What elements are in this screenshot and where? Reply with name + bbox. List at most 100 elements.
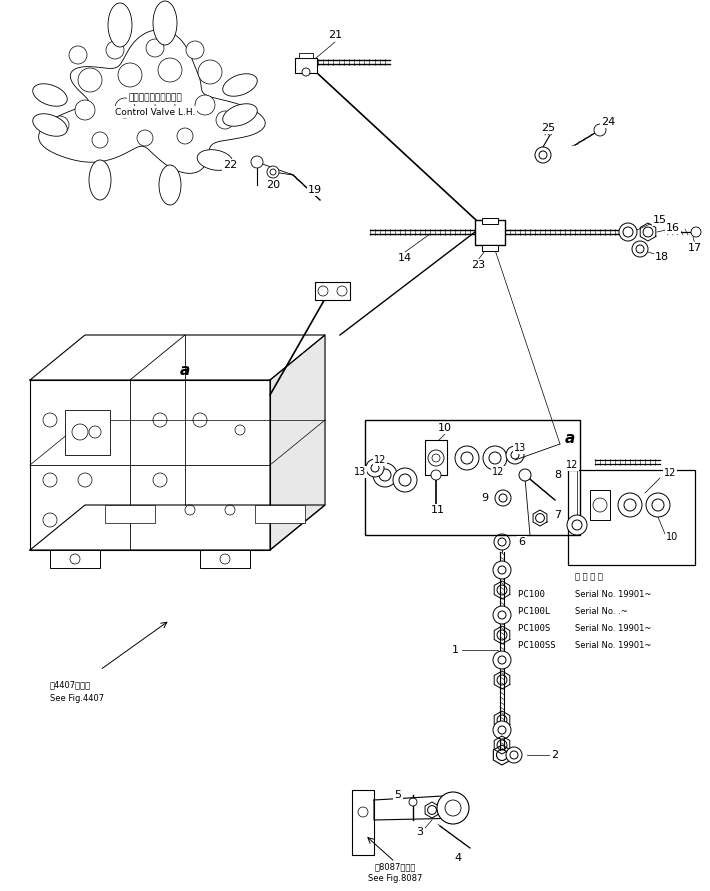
Ellipse shape [223, 74, 257, 96]
Bar [475, 220, 505, 245]
Text: 6: 6 [518, 537, 525, 547]
Circle shape [632, 241, 648, 257]
Text: 17: 17 [688, 243, 702, 253]
Circle shape [495, 490, 511, 506]
Text: 12: 12 [664, 468, 676, 478]
Bar [65, 410, 110, 455]
Ellipse shape [197, 150, 233, 170]
Text: Serial No. .~: Serial No. .~ [575, 607, 628, 616]
Text: 25: 25 [541, 123, 555, 133]
Circle shape [619, 223, 637, 241]
Text: 15: 15 [653, 215, 667, 225]
Circle shape [69, 46, 87, 64]
Bar [105, 505, 155, 523]
Circle shape [115, 98, 135, 118]
Circle shape [302, 68, 310, 76]
Circle shape [195, 95, 215, 115]
Circle shape [216, 111, 234, 129]
Text: 12: 12 [373, 455, 386, 465]
Bar [482, 245, 498, 251]
Text: 10: 10 [438, 423, 452, 433]
Circle shape [493, 561, 511, 579]
Circle shape [373, 463, 397, 487]
Text: Serial No. 19901~: Serial No. 19901~ [575, 590, 651, 599]
Text: 第4407図参照: 第4407図参照 [50, 681, 91, 690]
Ellipse shape [108, 3, 132, 47]
Circle shape [106, 41, 124, 59]
Circle shape [267, 166, 279, 178]
Circle shape [428, 450, 444, 466]
Circle shape [251, 156, 263, 168]
Bar [365, 420, 580, 535]
Text: コントロールバルブ左: コントロールバルブ左 [128, 94, 182, 102]
Text: 12: 12 [492, 467, 504, 477]
Circle shape [366, 459, 384, 477]
Text: PC100S: PC100S [518, 624, 561, 633]
Circle shape [393, 468, 417, 492]
Polygon shape [38, 29, 266, 174]
Circle shape [177, 128, 193, 144]
Circle shape [51, 116, 69, 134]
Text: 7: 7 [555, 510, 562, 520]
Circle shape [493, 651, 511, 669]
Circle shape [493, 721, 511, 739]
Circle shape [594, 124, 606, 136]
Circle shape [158, 58, 182, 82]
Circle shape [75, 100, 95, 120]
Text: 8: 8 [555, 470, 562, 480]
Circle shape [494, 534, 510, 550]
Circle shape [431, 470, 441, 480]
Text: PC100: PC100 [518, 590, 561, 599]
Bar [299, 53, 313, 58]
Ellipse shape [33, 114, 67, 136]
Circle shape [483, 446, 507, 470]
Circle shape [186, 41, 204, 59]
Text: 第8087図参照: 第8087図参照 [374, 862, 415, 871]
Circle shape [137, 130, 153, 146]
Bar [255, 505, 305, 523]
Circle shape [535, 147, 551, 163]
Text: 23: 23 [471, 260, 485, 270]
Text: 13: 13 [354, 467, 366, 477]
Text: Control Valve L.H.: Control Valve L.H. [115, 108, 195, 117]
Text: 18: 18 [655, 252, 669, 262]
Text: 16: 16 [666, 223, 680, 233]
Text: 10: 10 [666, 532, 678, 542]
Text: 9: 9 [481, 493, 488, 503]
Text: 5: 5 [395, 790, 401, 800]
Ellipse shape [89, 160, 111, 200]
Text: 11: 11 [431, 505, 445, 515]
Circle shape [445, 800, 461, 816]
Bar [295, 58, 317, 73]
Circle shape [92, 132, 108, 148]
Text: 4: 4 [454, 853, 462, 863]
Text: Serial No. 19901~: Serial No. 19901~ [575, 624, 651, 633]
Polygon shape [30, 505, 325, 550]
Text: 19: 19 [308, 185, 322, 195]
Polygon shape [374, 795, 465, 820]
Text: 12: 12 [566, 460, 578, 470]
Circle shape [519, 469, 531, 481]
Polygon shape [30, 380, 270, 550]
Text: 適 用 号 番: 適 用 号 番 [575, 572, 603, 581]
Text: PC100SS: PC100SS [518, 641, 561, 650]
Text: 21: 21 [328, 30, 342, 40]
Text: 14: 14 [398, 253, 412, 263]
Text: Serial No. 19901~: Serial No. 19901~ [575, 641, 651, 650]
Text: 1: 1 [452, 645, 459, 655]
Text: 2: 2 [552, 750, 559, 760]
Circle shape [646, 493, 670, 517]
Circle shape [691, 227, 701, 237]
Text: 22: 22 [223, 160, 237, 170]
Circle shape [506, 747, 522, 763]
Circle shape [567, 515, 587, 535]
Circle shape [146, 39, 164, 57]
Circle shape [455, 446, 479, 470]
Circle shape [437, 792, 469, 824]
Text: a: a [180, 363, 190, 378]
Circle shape [72, 424, 88, 440]
Text: 13: 13 [514, 443, 526, 453]
Bar [50, 550, 100, 568]
Bar [425, 440, 447, 475]
Circle shape [78, 68, 102, 92]
